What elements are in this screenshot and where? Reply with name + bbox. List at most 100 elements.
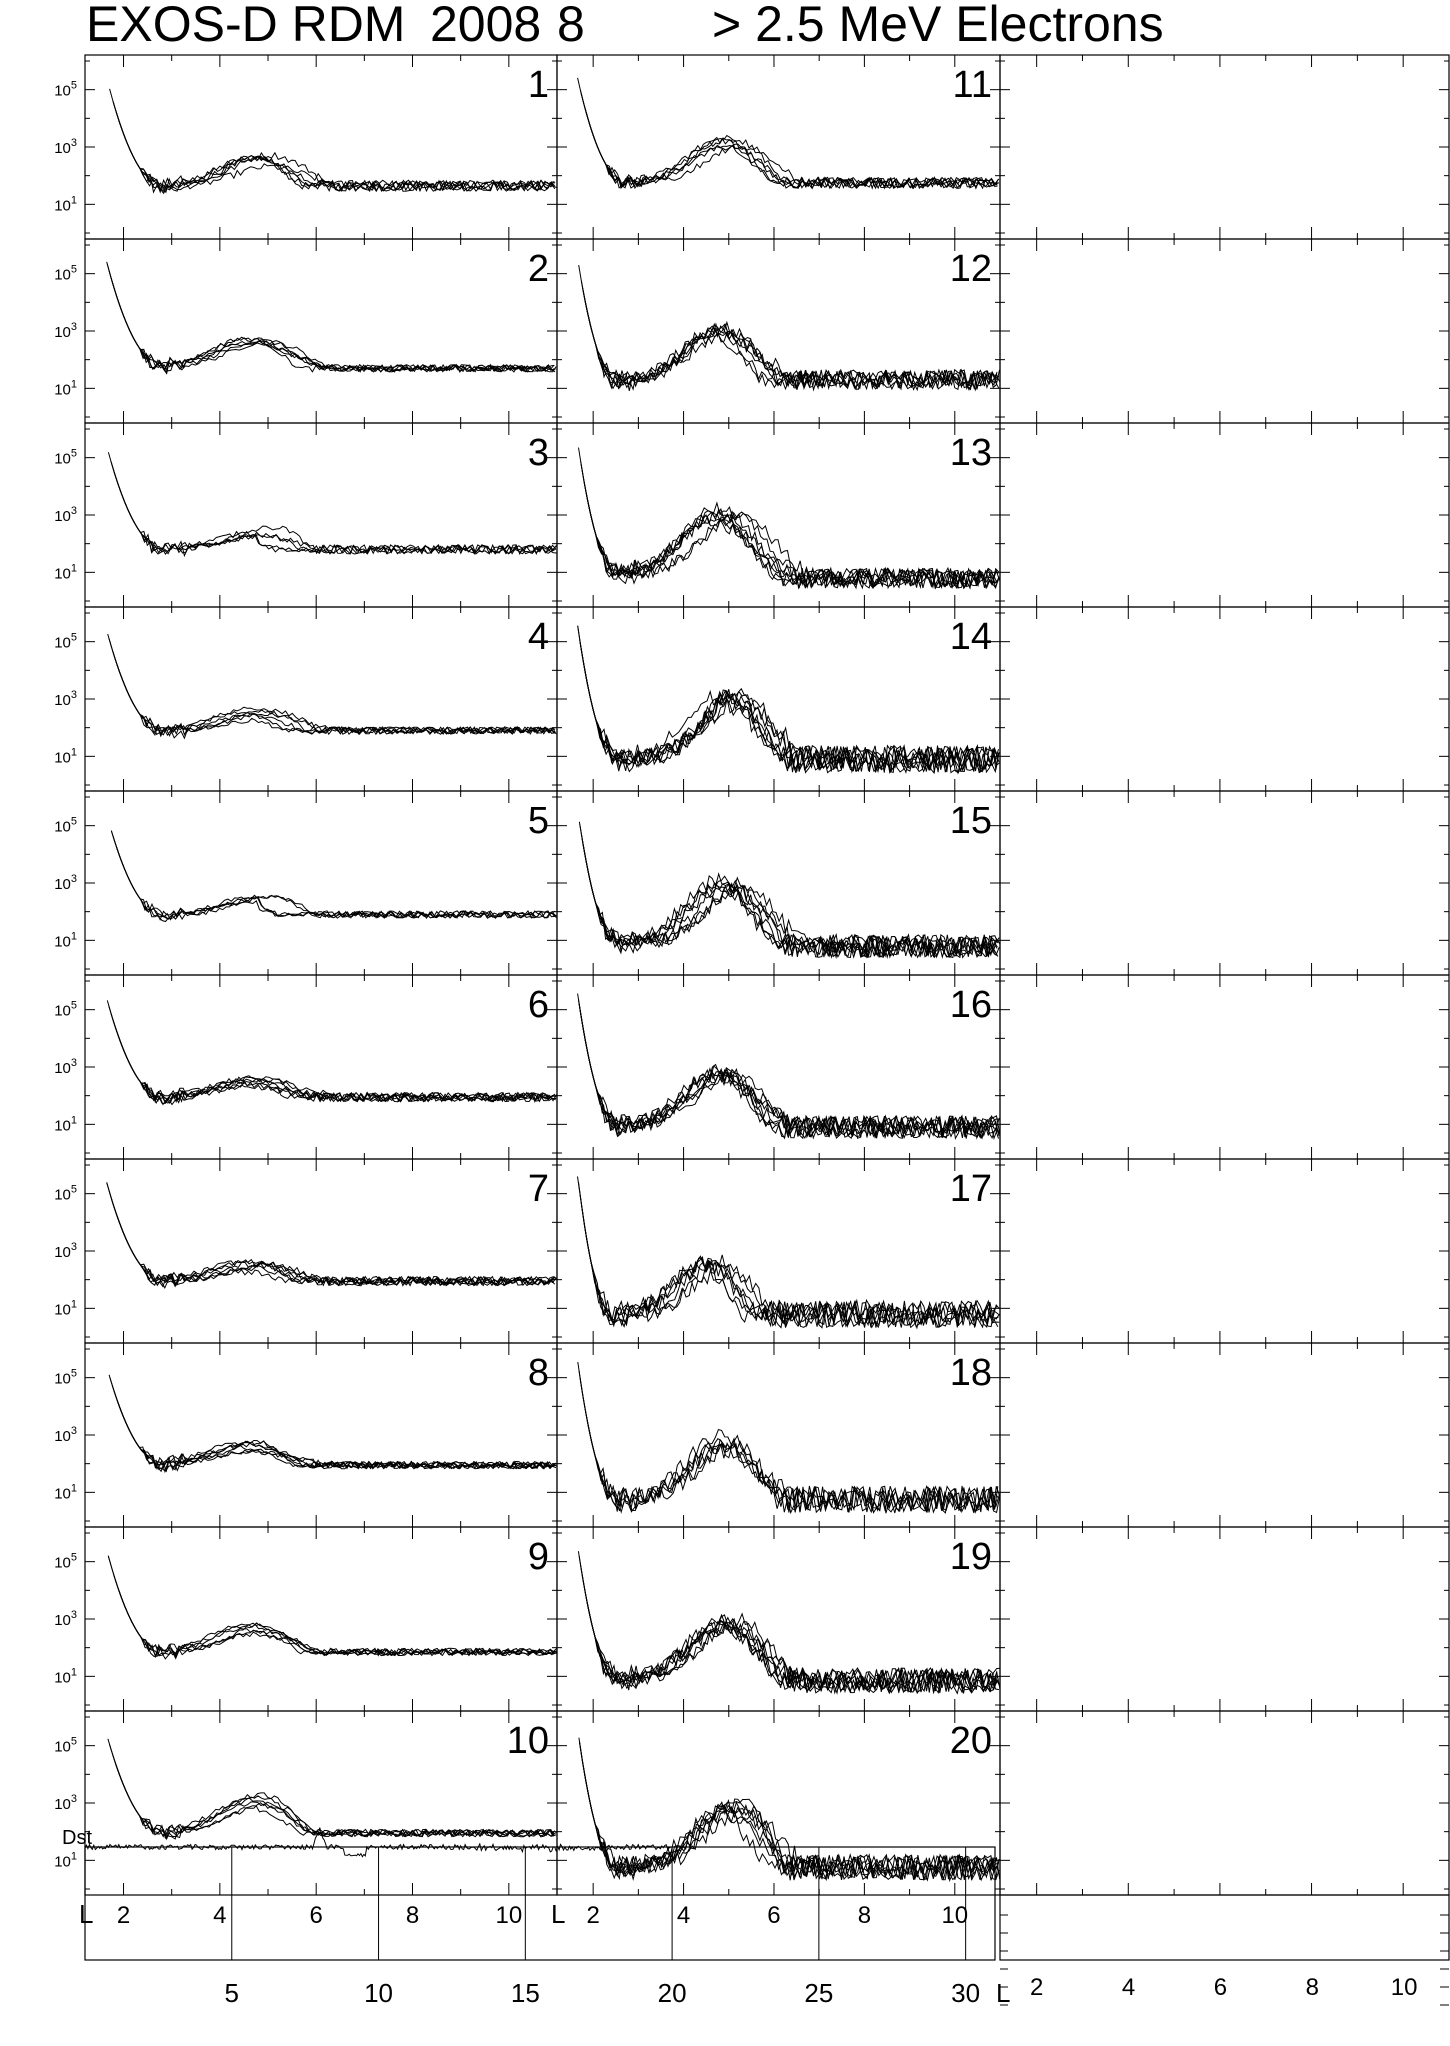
profile-line-day-16 (580, 1017, 1000, 1140)
x-tick-label: 2 (117, 1902, 130, 1929)
profile-line-day-8 (116, 1400, 556, 1473)
profile-line-day-12 (578, 265, 1000, 392)
dst-x-tick-label: 20 (658, 1978, 687, 2008)
x-axis-label: L (551, 1899, 565, 1929)
y-tick-label: 103 (54, 321, 77, 341)
profile-line-day-5 (110, 830, 557, 920)
profile-line-day-10 (114, 1760, 557, 1840)
right-x-tick-label: 10 (1391, 1974, 1418, 2001)
profile-line-day-7 (106, 1182, 556, 1287)
y-tick-label: 105 (54, 1736, 77, 1756)
y-tick-label: 101 (54, 562, 77, 582)
y-tick-label: 103 (54, 689, 77, 709)
x-tick-label: 2 (586, 1902, 599, 1929)
profile-line-day-10 (109, 1744, 556, 1840)
profile-line-day-14 (584, 668, 1000, 775)
profile-line-day-14 (581, 653, 1000, 774)
profile-line-day-3 (110, 460, 557, 555)
profile-line-day-8 (108, 1374, 555, 1473)
y-tick-label: 101 (54, 1850, 77, 1870)
profile-line-day-12 (586, 310, 999, 391)
y-tick-label: 101 (54, 1482, 77, 1502)
profile-line-day-14 (577, 625, 999, 774)
x-tick-label: 8 (406, 1902, 419, 1929)
panel-frame (84, 790, 558, 976)
right-x-axis-label: L (996, 1978, 1010, 2008)
profile-line-day-12 (584, 300, 1000, 391)
dst-x-tick-label: 30 (951, 1978, 980, 2008)
profile-line-day-11 (585, 112, 998, 190)
y-tick-label: 103 (54, 1057, 77, 1077)
profile-line-day-10 (115, 1763, 555, 1839)
y-tick-label: 105 (54, 1184, 77, 1204)
figure-month: 8 (557, 0, 585, 52)
panel-frame (84, 974, 558, 1160)
profile-line-day-19 (580, 1565, 999, 1695)
dst-x-tick-label: 10 (364, 1978, 393, 2008)
day-label-17: 17 (950, 1168, 992, 1210)
profile-line-day-1 (109, 88, 556, 193)
profile-line-day-14 (579, 639, 998, 775)
panel-frame (84, 54, 558, 240)
profile-line-day-7 (111, 1198, 557, 1288)
profile-line-day-5 (116, 847, 556, 921)
profile-line-day-1 (118, 119, 558, 194)
panel-frame (84, 1710, 558, 1896)
profile-line-day-2 (106, 264, 556, 373)
profile-line-day-11 (580, 93, 1000, 190)
panel-frame (84, 1526, 558, 1712)
y-tick-label: 101 (54, 1666, 77, 1686)
profile-line-day-2 (108, 270, 555, 374)
day-label-7: 7 (528, 1168, 549, 1210)
y-tick-label: 105 (54, 264, 77, 284)
figure-species: > 2.5 MeV Electrons (712, 0, 1164, 52)
day-label-11: 11 (953, 64, 992, 106)
profile-line-day-1 (112, 101, 556, 195)
day-label-4: 4 (528, 616, 549, 658)
day-label-9: 9 (528, 1536, 549, 1578)
profile-line-day-3 (111, 462, 557, 556)
panel-frame (999, 1342, 1450, 1528)
profile-line-day-4 (116, 664, 556, 737)
day-label-16: 16 (950, 984, 992, 1026)
profile-line-day-6 (108, 1005, 555, 1105)
dst-x-tick-label: 15 (511, 1978, 540, 2008)
profile-line-day-3 (107, 452, 557, 556)
y-tick-label: 101 (54, 1114, 77, 1134)
day-label-10: 10 (507, 1720, 549, 1762)
profile-line-day-3 (116, 480, 556, 558)
day-label-5: 5 (528, 800, 549, 842)
x-axis-label: L (79, 1899, 93, 1929)
profile-line-day-8 (117, 1403, 557, 1472)
profile-line-day-16 (578, 1001, 1001, 1140)
panel-frame (999, 1526, 1450, 1712)
profile-line-day-13 (587, 499, 1000, 590)
panel-frame (556, 238, 1001, 424)
day-label-12: 12 (950, 248, 992, 290)
right-x-tick-label: 2 (1030, 1974, 1043, 2001)
y-tick-label: 105 (54, 816, 77, 836)
panel-frame (999, 238, 1450, 424)
profile-line-day-4 (116, 664, 556, 740)
profile-line-day-4 (112, 651, 555, 736)
profile-line-day-11 (585, 112, 998, 190)
panel-frame (84, 1158, 558, 1344)
y-tick-label: 103 (54, 505, 77, 525)
profile-line-day-10 (107, 1738, 557, 1840)
panel-frame (999, 606, 1450, 792)
y-tick-label: 105 (54, 448, 77, 468)
day-label-1: 1 (528, 64, 549, 106)
figure-year: 2008 (430, 0, 542, 52)
profile-line-day-4 (112, 651, 555, 736)
profile-line-day-20 (578, 1737, 1001, 1881)
x-tick-label: 6 (310, 1902, 323, 1929)
x-tick-label: 6 (767, 1902, 780, 1929)
profile-line-day-5 (116, 846, 555, 920)
profile-line-day-9 (107, 1556, 558, 1657)
profile-line-day-5 (112, 835, 556, 921)
dst-x-tick-label: 25 (804, 1978, 833, 2008)
profile-line-day-9 (114, 1579, 558, 1659)
profile-line-day-5 (111, 831, 557, 923)
panel-frame (999, 974, 1450, 1160)
